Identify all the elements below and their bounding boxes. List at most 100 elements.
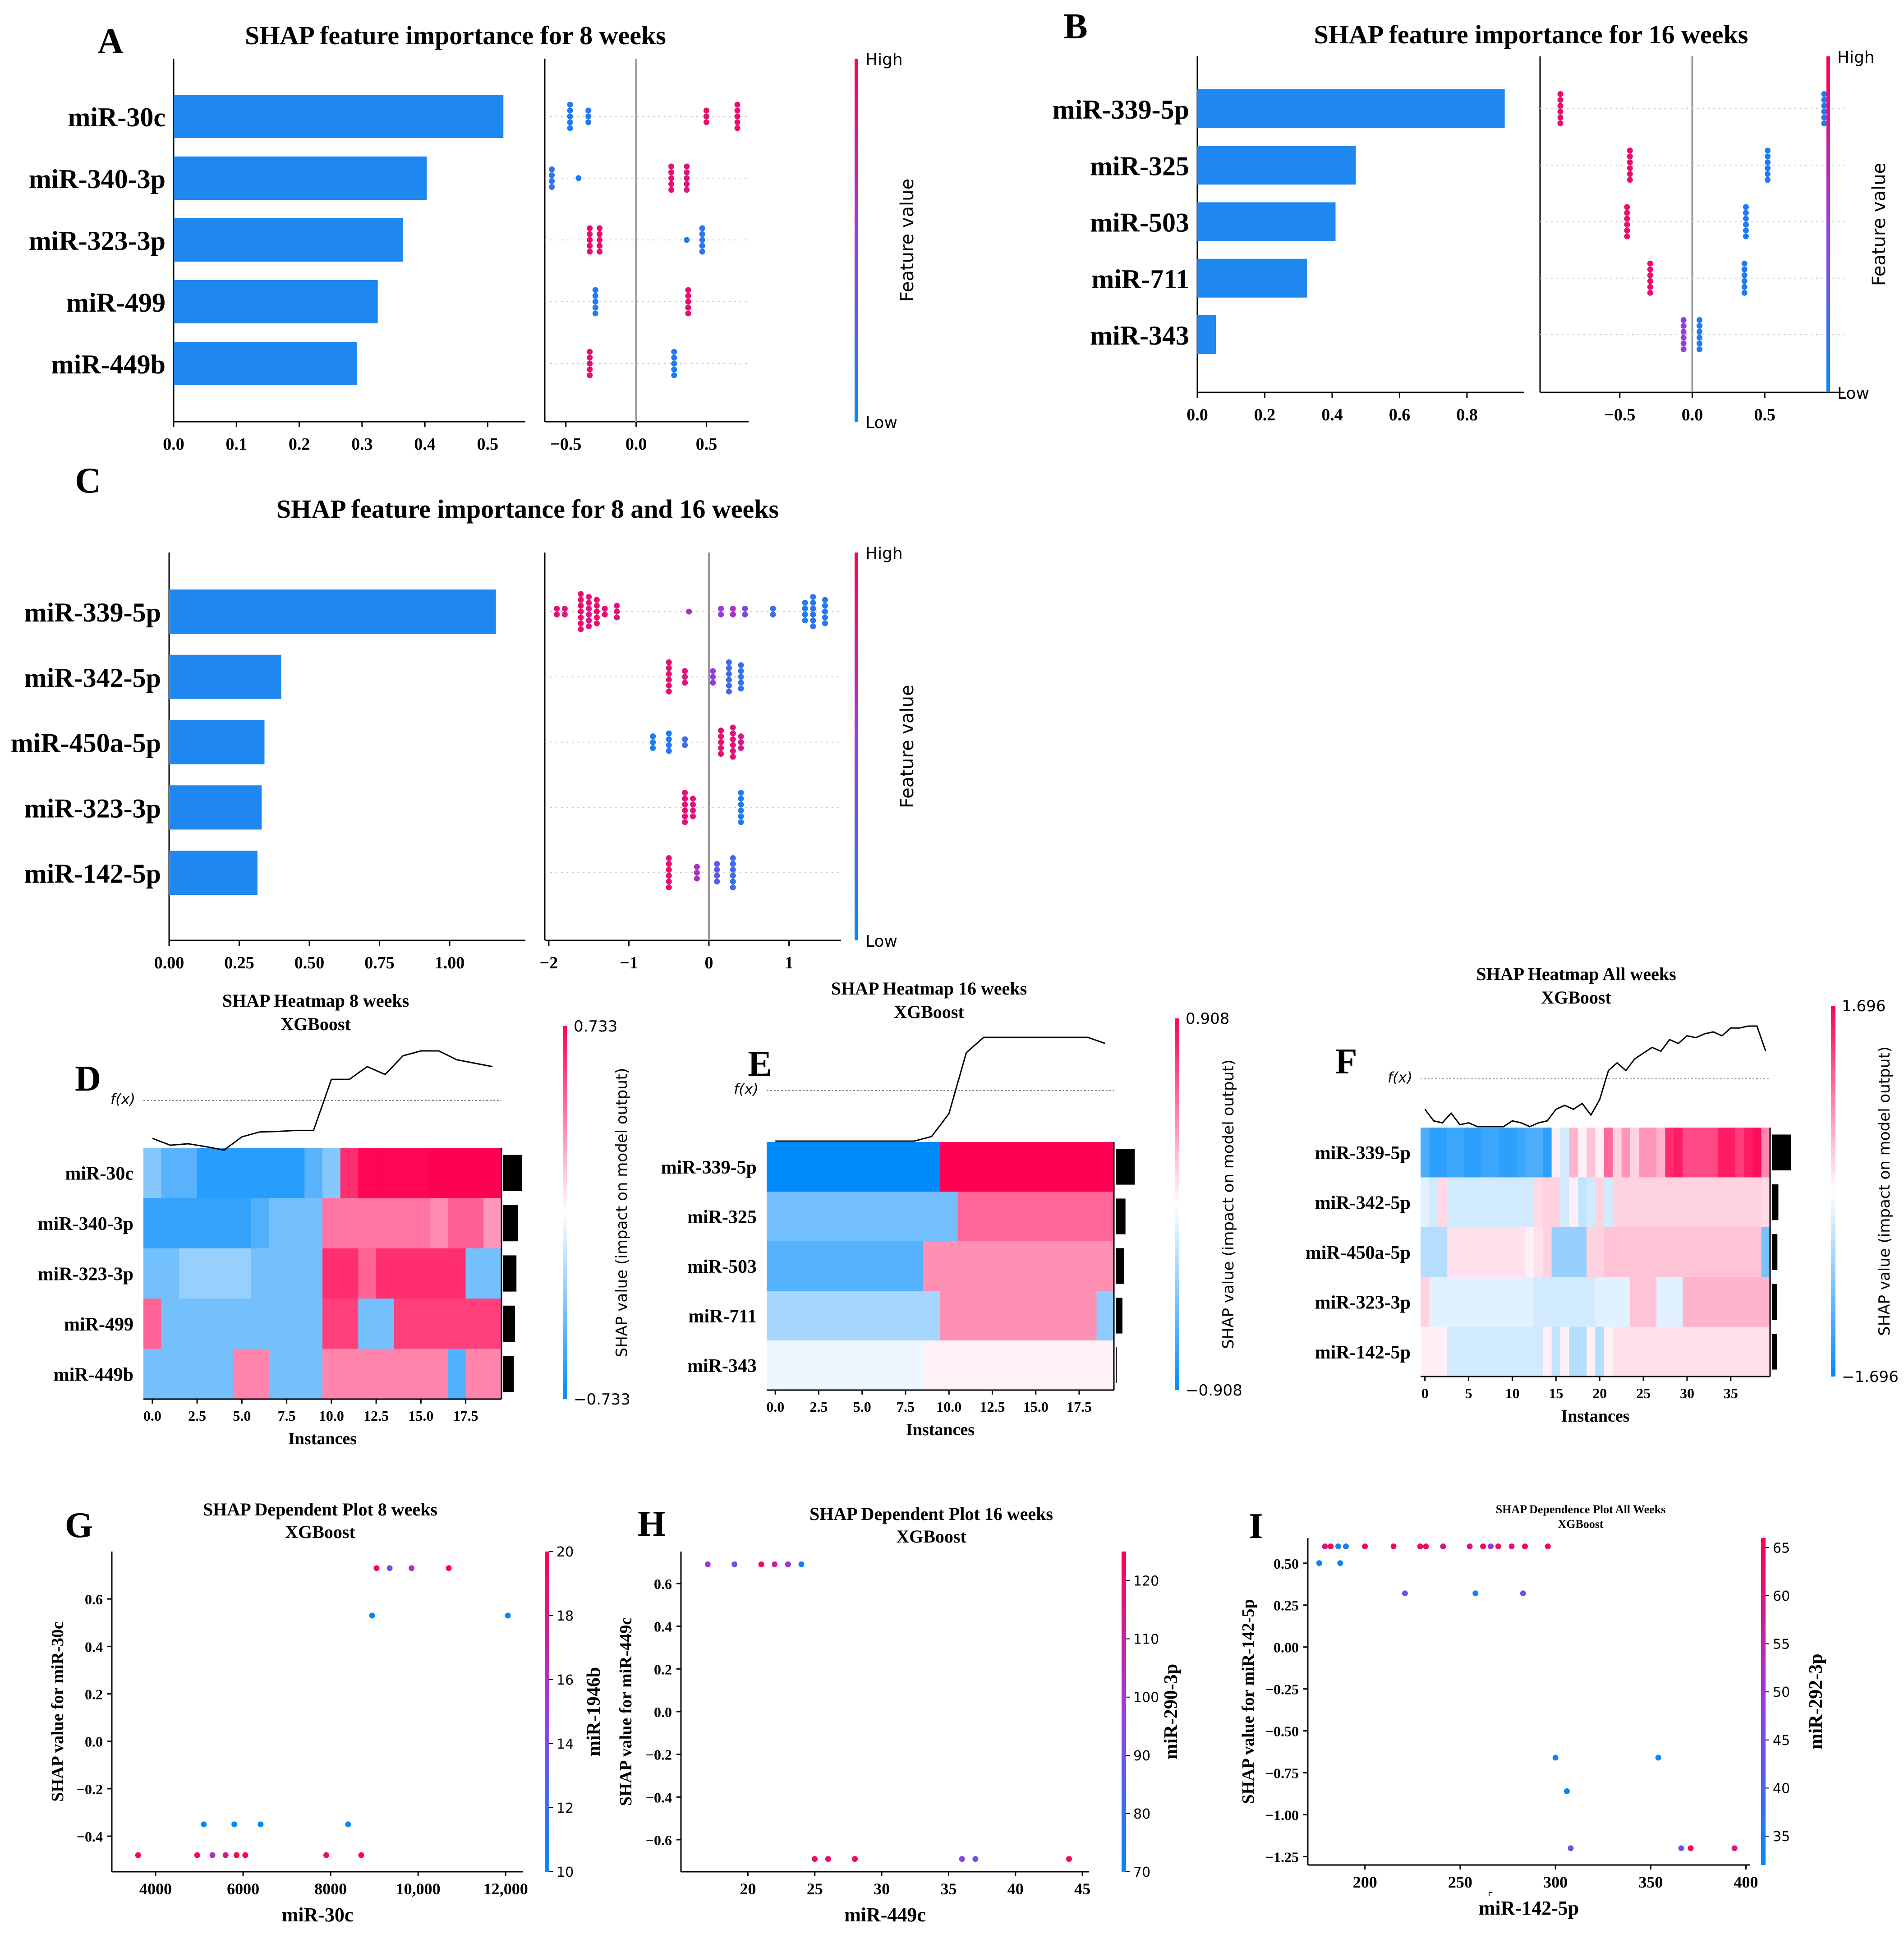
beeswarm-dot[interactable] [726,688,732,695]
heatmap-cell[interactable] [197,1349,216,1400]
heatmap-cell[interactable] [1656,1177,1666,1228]
scatter-point[interactable] [1488,1543,1494,1550]
beeswarm-dot[interactable] [710,674,716,680]
scatter-point[interactable] [1520,1590,1526,1597]
beeswarm-dot[interactable] [730,724,736,731]
heatmap-cell[interactable] [906,1142,924,1192]
beeswarm-dot[interactable] [671,349,677,355]
heatmap-cell[interactable] [1613,1277,1622,1327]
heatmap-cell[interactable] [1508,1128,1517,1178]
beeswarm-dot[interactable] [730,754,736,760]
heatmap-cell[interactable] [1027,1241,1045,1291]
heatmap-cell[interactable] [304,1248,323,1299]
beeswarm-dot[interactable] [671,360,677,367]
heatmap-cell[interactable] [1027,1291,1045,1341]
scatter-point[interactable] [731,1561,738,1567]
heatmap-cell[interactable] [975,1142,993,1192]
heatmap-cell[interactable] [992,1291,1010,1341]
heatmap-cell[interactable] [940,1291,958,1341]
heatmap-cell[interactable] [1613,1128,1622,1178]
heatmap-cell[interactable] [358,1299,377,1349]
heatmap-cell[interactable] [819,1241,837,1291]
beeswarm-dot[interactable] [666,665,672,671]
beeswarm-dot[interactable] [684,175,690,181]
heatmap-cell[interactable] [992,1142,1010,1192]
beeswarm-dot[interactable] [1765,159,1771,166]
heatmap-cell[interactable] [1079,1291,1097,1341]
heatmap-cell[interactable] [1560,1277,1569,1327]
beeswarm-dot[interactable] [578,608,584,615]
heatmap-cell[interactable] [1499,1128,1508,1178]
beeswarm-dot[interactable] [682,807,688,814]
beeswarm-dot[interactable] [1765,147,1771,154]
heatmap-cell[interactable] [1473,1177,1482,1228]
heatmap-cell[interactable] [1027,1142,1045,1192]
beeswarm-dot[interactable] [1743,216,1749,222]
beeswarm-dot[interactable] [587,355,593,361]
heatmap-cell[interactable] [358,1198,377,1249]
beeswarm-dot[interactable] [1557,103,1564,109]
heatmap-cell[interactable] [819,1142,837,1192]
heatmap-cell[interactable] [430,1248,448,1299]
beeswarm-dot[interactable] [561,606,568,612]
scatter-point[interactable] [1066,1856,1072,1862]
beeswarm-dot[interactable] [730,873,736,879]
beeswarm-dot[interactable] [567,107,573,114]
heatmap-cell[interactable] [853,1142,871,1192]
beeswarm-dot[interactable] [578,614,584,621]
beeswarm-dot[interactable] [714,879,720,884]
heatmap-cell[interactable] [1534,1326,1543,1377]
heatmap-cell[interactable] [1429,1128,1439,1178]
beeswarm-dot[interactable] [650,739,656,745]
beeswarm-dot[interactable] [554,606,560,612]
scatter-point[interactable] [812,1856,818,1862]
heatmap-cell[interactable] [286,1248,305,1299]
beeswarm-dot[interactable] [730,884,736,890]
heatmap-cell[interactable] [1421,1177,1430,1228]
heatmap-cell[interactable] [1447,1326,1456,1377]
beeswarm-dot[interactable] [684,187,690,193]
heatmap-cell[interactable] [1464,1227,1473,1277]
scatter-point[interactable] [1390,1543,1397,1550]
heatmap-cell[interactable] [1691,1177,1701,1228]
beeswarm-dot[interactable] [1821,115,1827,120]
heatmap-cell[interactable] [1455,1277,1465,1327]
beeswarm-dot[interactable] [822,603,828,609]
beeswarm-dot[interactable] [1647,278,1653,284]
beeswarm-dot[interactable] [718,612,724,617]
heatmap-cell[interactable] [1455,1128,1465,1178]
heatmap-cell[interactable] [1079,1241,1097,1291]
beeswarm-dot[interactable] [587,249,593,255]
beeswarm-dot[interactable] [714,867,720,873]
beeswarm-dot[interactable] [730,730,736,737]
heatmap-cell[interactable] [1560,1128,1569,1178]
heatmap-cell[interactable] [1656,1227,1666,1277]
beeswarm-dot[interactable] [1627,147,1633,154]
heatmap-cell[interactable] [1613,1326,1622,1377]
bar-mir-503[interactable] [1197,202,1336,241]
beeswarm-dot[interactable] [593,620,600,626]
beeswarm-dot[interactable] [592,304,598,311]
heatmap-cell[interactable] [1630,1277,1639,1327]
beeswarm-dot[interactable] [734,119,740,125]
beeswarm-dot[interactable] [668,175,675,181]
beeswarm-dot[interactable] [738,674,744,680]
heatmap-cell[interactable] [836,1142,854,1192]
beeswarm-dot[interactable] [1557,120,1564,126]
beeswarm-dot[interactable] [730,606,736,612]
heatmap-cell[interactable] [836,1291,854,1341]
heatmap-cell[interactable] [1743,1177,1753,1228]
heatmap-cell[interactable] [394,1349,413,1400]
scatter-point[interactable] [1688,1845,1694,1851]
scatter-point[interactable] [1316,1560,1322,1566]
beeswarm-dot[interactable] [1765,165,1771,171]
heatmap-cell[interactable] [801,1192,819,1242]
beeswarm-dot[interactable] [666,730,672,737]
beeswarm-dot[interactable] [1741,290,1748,296]
beeswarm-dot[interactable] [1743,227,1749,234]
beeswarm-dot[interactable] [549,184,555,190]
bar-mir-340-3p[interactable] [174,157,427,200]
beeswarm-dot[interactable] [666,884,672,890]
bar-mir-711[interactable] [1197,258,1307,298]
heatmap-cell[interactable] [1534,1227,1543,1277]
